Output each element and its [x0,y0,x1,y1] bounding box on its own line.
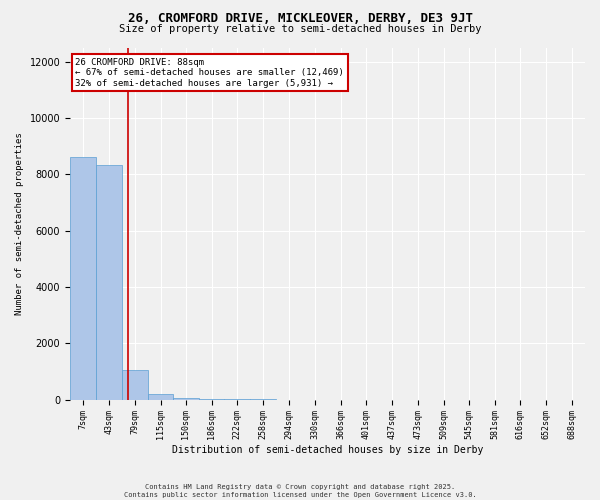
Bar [173,398,199,400]
Text: Size of property relative to semi-detached houses in Derby: Size of property relative to semi-detach… [119,24,481,34]
Bar [96,166,122,400]
X-axis label: Distribution of semi-detached houses by size in Derby: Distribution of semi-detached houses by … [172,445,483,455]
Text: 26, CROMFORD DRIVE, MICKLEOVER, DERBY, DE3 9JT: 26, CROMFORD DRIVE, MICKLEOVER, DERBY, D… [128,12,473,26]
Bar [122,370,148,400]
Bar [70,157,96,400]
Text: Contains HM Land Registry data © Crown copyright and database right 2025.
Contai: Contains HM Land Registry data © Crown c… [124,484,476,498]
Bar [199,399,224,400]
Text: 26 CROMFORD DRIVE: 88sqm
← 67% of semi-detached houses are smaller (12,469)
32% : 26 CROMFORD DRIVE: 88sqm ← 67% of semi-d… [75,58,344,88]
Bar [148,394,173,400]
Y-axis label: Number of semi-detached properties: Number of semi-detached properties [15,132,24,315]
